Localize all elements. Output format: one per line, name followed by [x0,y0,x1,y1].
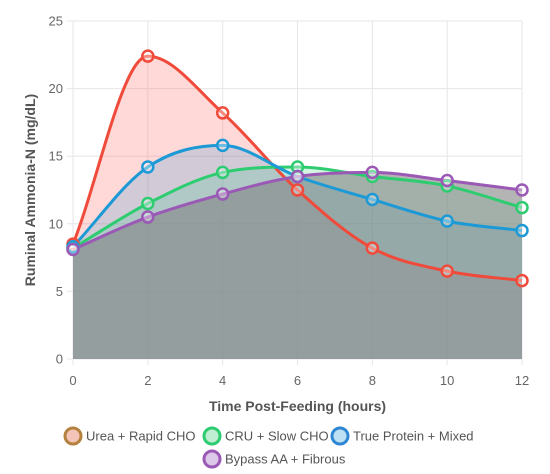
data-point[interactable] [440,173,454,188]
x-tick-label: 6 [294,373,301,388]
legend-label: Urea + Rapid CHO [86,429,195,444]
legend-label: Bypass AA + Fibrous [225,452,346,467]
data-point[interactable] [215,187,230,201]
data-point[interactable] [290,183,305,197]
data-point[interactable] [515,200,529,215]
legend-label: True Protein + Mixed [353,429,474,444]
x-tick-label: 12 [515,373,529,388]
x-tick-label: 4 [219,373,226,388]
data-point[interactable] [141,49,155,63]
data-point[interactable] [215,106,230,120]
series-area [73,172,522,359]
legend-item[interactable]: CRU + Slow CHO [202,426,329,446]
data-point[interactable] [215,138,230,153]
data-point[interactable] [215,165,230,180]
y-tick-label: 15 [49,149,63,164]
data-point[interactable] [365,169,380,184]
legend-item[interactable]: Bypass AA + Fibrous [202,449,346,469]
legend[interactable]: Urea + Rapid CHO CRU + Slow CHO True Prote… [63,426,474,469]
x-tick-label: 0 [69,373,76,388]
x-tick-label: 10 [440,373,454,388]
y-axis-title: Ruminal Ammonia-N (mg/dL) [22,94,38,286]
data-point[interactable] [66,242,80,257]
legend-label: CRU + Slow CHO [225,429,329,444]
x-tick-label: 8 [369,373,376,388]
data-point[interactable] [141,210,155,224]
y-tick-label: 25 [49,14,63,29]
x-axis-title: Time Post-Feeding (hours) [209,398,386,414]
x-tick-label: 2 [144,373,151,388]
data-point[interactable] [290,169,305,184]
data-point[interactable] [141,196,155,211]
legend-swatch [63,426,83,446]
y-tick-label: 0 [56,352,63,367]
data-point[interactable] [365,165,380,180]
data-point[interactable] [141,160,155,174]
y-tick-label: 20 [49,81,63,96]
legend-item[interactable]: Urea + Rapid CHO [63,426,195,446]
data-point[interactable] [515,273,529,288]
legend-swatch [202,426,222,446]
data-point[interactable] [440,264,454,278]
data-point[interactable] [440,214,454,228]
data-point[interactable] [365,241,380,255]
legend-swatch [202,449,222,469]
data-point[interactable] [290,160,305,174]
data-point[interactable] [515,183,529,197]
y-tick-label: 5 [56,284,63,299]
legend-item[interactable]: True Protein + Mixed [330,426,474,446]
data-point[interactable] [365,192,380,207]
data-point[interactable] [515,223,529,238]
y-tick-label: 10 [49,216,63,231]
legend-swatch [330,426,350,446]
